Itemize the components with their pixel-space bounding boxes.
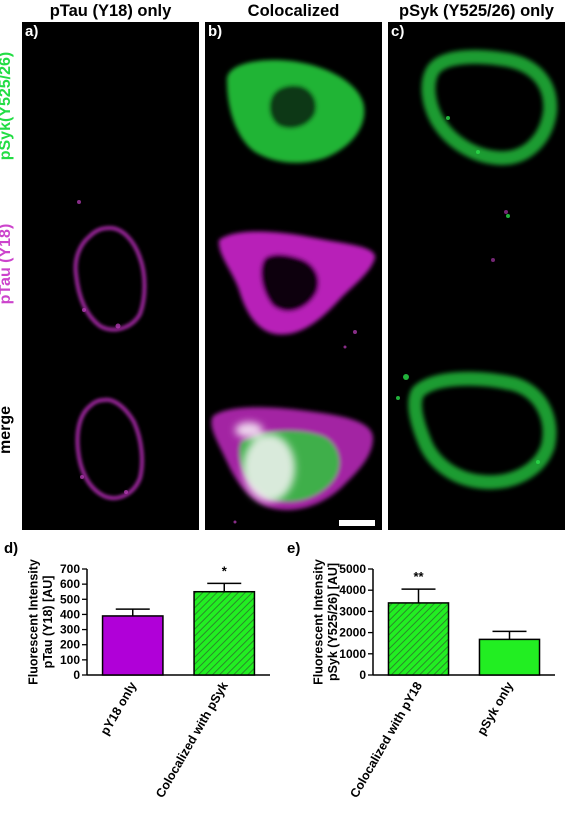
bar-chart-d: Fluorescent IntensitypTau (Y18) [AU] 0100… — [27, 559, 270, 800]
panel-c-psyk-only: c) — [388, 22, 565, 530]
panel-c-image — [396, 49, 558, 490]
y-tick-label: 200 — [60, 638, 80, 652]
column-header-psyk-only: pSyk (Y525/26) only — [399, 2, 554, 20]
bar-chart-e: Fluorescent IntensitypSyk (Y525/26) [AU]… — [312, 559, 555, 800]
y-axis-label: Fluorescent IntensitypTau (Y18) [AU] — [27, 559, 55, 685]
panel-label-a: a) — [25, 23, 39, 40]
y-tick-label: 500 — [60, 592, 80, 606]
x-category-label: pSyk only — [474, 679, 516, 737]
panel-b-colocalized: b) — [205, 22, 382, 530]
significance-marker: * — [222, 563, 228, 578]
panel-label-c: c) — [391, 23, 405, 40]
y-axis-label: Fluorescent IntensitypSyk (Y525/26) [AU] — [312, 559, 340, 685]
y-tick-label: 600 — [60, 577, 80, 591]
bar — [387, 602, 450, 676]
chart-label-d: d) — [4, 540, 19, 557]
panel-a-image — [73, 200, 147, 500]
significance-marker: ** — [413, 569, 424, 584]
y-tick-label: 400 — [60, 607, 80, 621]
y-tick-label: 1000 — [339, 647, 366, 661]
y-tick-label: 3000 — [339, 604, 366, 618]
row-label-psyk: pSyk(Y525/26) — [0, 51, 14, 161]
bar — [193, 590, 256, 676]
column-header-colocalized: Colocalized — [247, 2, 340, 20]
panel-label-b: b) — [208, 23, 223, 40]
row-label-merge: merge — [0, 405, 14, 455]
bar — [101, 615, 164, 676]
panel-b-image — [211, 60, 376, 524]
scale-bar — [339, 520, 375, 526]
y-tick-label: 2000 — [339, 626, 366, 640]
bar — [478, 638, 541, 676]
x-category-label: Colocalized with pSyk — [153, 679, 231, 800]
row-label-ptau: pTau (Y18) — [0, 223, 14, 305]
y-tick-label: 100 — [60, 653, 80, 667]
x-category-label: pY18 only — [98, 679, 140, 737]
chart-label-e: e) — [287, 540, 301, 557]
y-tick-label: 300 — [60, 623, 80, 637]
x-category-label: Colocalized with pY18 — [347, 679, 425, 800]
y-tick-label: 5000 — [339, 562, 366, 576]
column-header-ptau-only: pTau (Y18) only — [49, 2, 172, 20]
panel-a-ptau-only: a) — [22, 22, 199, 530]
y-tick-label: 0 — [359, 668, 366, 682]
y-tick-label: 700 — [60, 562, 80, 576]
y-tick-label: 4000 — [339, 583, 366, 597]
y-tick-label: 0 — [73, 668, 80, 682]
